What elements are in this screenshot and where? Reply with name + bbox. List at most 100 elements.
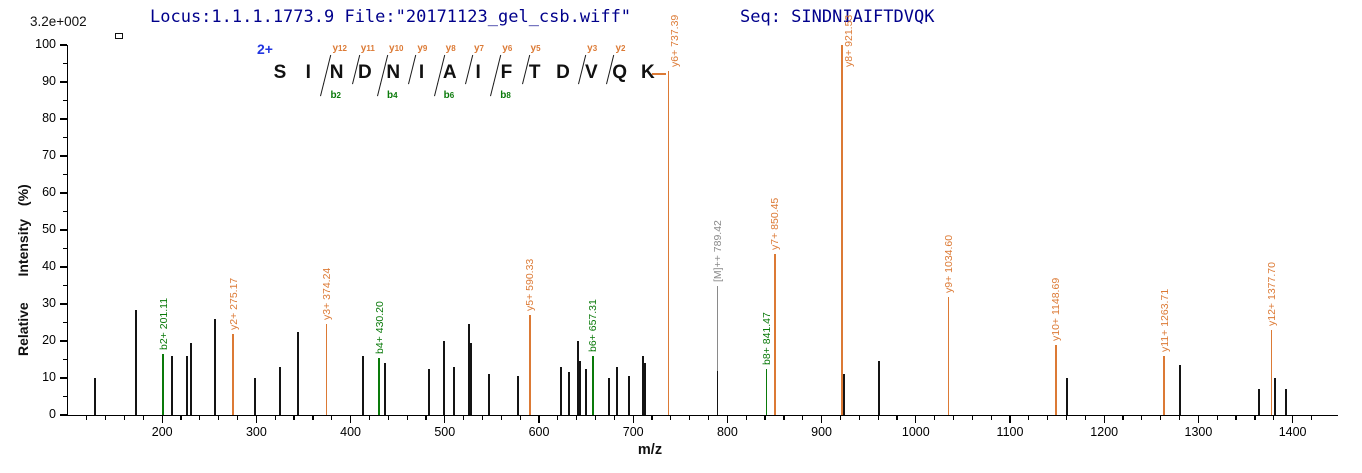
peak (442, 341, 445, 415)
max-intensity-label: 3.2e+002 (30, 14, 87, 29)
peak (297, 331, 300, 415)
peak (643, 363, 646, 415)
peak-label: y12+ 1377.70 (1266, 261, 1279, 326)
y-tick-label: 70 (42, 148, 56, 162)
y-ion-label: y11 (360, 43, 375, 54)
x-minor-tick (218, 416, 220, 420)
x-minor-tick (387, 416, 389, 420)
x-minor-tick (990, 416, 992, 420)
y-major-tick (60, 118, 67, 120)
y-ion-label: y3 (587, 43, 598, 54)
y-major-tick (60, 303, 67, 305)
x-minor-tick (1141, 416, 1143, 420)
peak (171, 355, 174, 415)
plot-area[interactable] (68, 45, 1335, 415)
x-tick-label: 200 (151, 425, 173, 439)
x-minor-tick (651, 416, 653, 420)
x-major-tick (1291, 416, 1294, 423)
peak (516, 376, 519, 415)
y-ion-label: y7 (473, 43, 484, 54)
x-minor-tick (105, 416, 107, 420)
peak-label: b4+ 430.20 (373, 300, 386, 354)
y-minor-tick (63, 284, 67, 287)
b-ion-label: b2 (330, 90, 341, 101)
peak-label: y3+ 374.24 (320, 268, 333, 321)
x-major-tick (915, 416, 917, 423)
x-tick-label: 800 (716, 425, 738, 439)
peak (362, 355, 365, 415)
peak (383, 363, 386, 415)
x-tick-label: 600 (528, 425, 550, 439)
y-tick-label: 40 (42, 259, 56, 273)
peak (453, 366, 456, 415)
b-ion-label: b4 (387, 90, 398, 101)
y-tick-label: 90 (42, 74, 56, 88)
x-minor-tick (463, 416, 465, 420)
x-minor-tick (312, 416, 314, 420)
annotated-peak (529, 315, 531, 415)
x-minor-tick (877, 416, 879, 420)
peak (189, 342, 192, 415)
annotated-peak (947, 296, 950, 415)
peak (1258, 389, 1261, 415)
x-tick-label: 1200 (1090, 425, 1119, 439)
peak (585, 368, 588, 415)
x-minor-tick (764, 416, 766, 420)
x-major-tick (820, 416, 823, 423)
y-ion-label: y2 (615, 43, 626, 54)
x-major-tick (1197, 416, 1200, 423)
y-ion-label: y9 (417, 43, 428, 54)
x-minor-tick (406, 416, 408, 420)
y-minor-tick (63, 173, 67, 176)
peak-label: [M]++ 789.42 (711, 219, 724, 282)
sequence-residue: A (442, 62, 457, 83)
peak (135, 309, 138, 415)
x-minor-tick (689, 416, 691, 420)
annotated-peak (1270, 329, 1273, 415)
peak-label: b8+ 841.47 (760, 311, 773, 365)
sequence-header-label: Seq: SINDNIAIFTDVQK (740, 7, 935, 27)
y-ion-label: y8 (445, 43, 456, 54)
b-ion-label: b8 (500, 90, 511, 101)
y-major-tick (60, 266, 67, 268)
peak (1284, 389, 1287, 415)
x-major-tick (1103, 416, 1105, 423)
x-minor-tick (594, 416, 597, 420)
peak-label: y6+ 737.39 (669, 14, 682, 67)
x-major-tick (726, 416, 729, 423)
x-minor-tick (481, 416, 484, 420)
x-tick-label: 700 (622, 425, 644, 439)
y-tick-label: 50 (42, 222, 56, 236)
peak (93, 378, 96, 415)
x-minor-tick (1216, 416, 1218, 420)
peak-label: y11+ 1263.71 (1158, 288, 1171, 352)
x-minor-tick (745, 416, 747, 420)
y-tick-label: 20 (42, 333, 56, 347)
sequence-residue: D (358, 62, 372, 83)
x-minor-tick (839, 416, 842, 420)
peak (278, 366, 281, 415)
y-major-tick (60, 377, 67, 379)
peak (577, 341, 580, 415)
x-tick-label: 500 (434, 425, 456, 439)
y-tick-label: 30 (42, 296, 56, 310)
x-axis-title: m/z (637, 442, 663, 458)
x-minor-tick (1235, 416, 1237, 420)
annotated-peak (592, 355, 594, 415)
peak-label: y7+ 850.45 (769, 197, 782, 251)
x-minor-tick (557, 416, 559, 420)
y-major-tick (60, 155, 67, 157)
x-major-tick (349, 416, 352, 423)
peak (559, 366, 562, 415)
y-minor-tick (63, 62, 67, 65)
x-minor-tick (1178, 416, 1181, 420)
x-minor-tick (707, 416, 710, 420)
sequence-residue: I (305, 62, 311, 83)
x-major-tick (538, 416, 540, 423)
peak (253, 378, 256, 415)
x-minor-tick (274, 416, 276, 420)
annotated-peak (765, 368, 768, 415)
annotated-peak (232, 333, 234, 415)
sequence-residue: N (386, 62, 401, 83)
